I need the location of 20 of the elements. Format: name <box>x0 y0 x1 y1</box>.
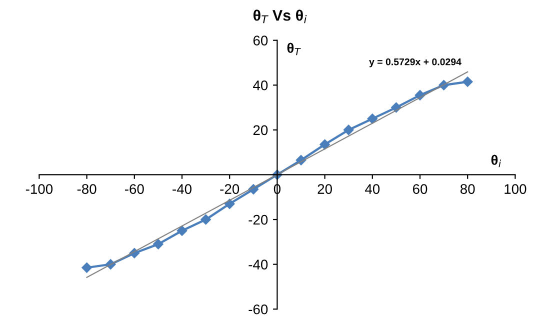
x-tick-label: 60 <box>412 184 428 194</box>
y-tick-label: -20 <box>248 214 268 225</box>
x-axis-title: θ$_{i}$ <box>491 154 502 168</box>
y-tick-label: -60 <box>248 304 268 314</box>
y-tick-label: -40 <box>248 260 268 270</box>
x-tick-label: 80 <box>460 184 475 194</box>
x-tick-label: -40 <box>172 184 192 194</box>
x-tick-label: -60 <box>124 184 144 194</box>
x-tick-label: -20 <box>220 184 240 194</box>
annotation: y = 0.5729x + 0.0294 <box>369 58 462 68</box>
x-tick-label: 100 <box>504 184 526 194</box>
y-axis-title: θ$_{T}$ <box>287 42 301 56</box>
y-tick-label: 40 <box>253 80 268 90</box>
x-tick-label: 40 <box>364 184 380 194</box>
y-tick-label: 20 <box>253 125 268 136</box>
x-tick-label: -100 <box>26 184 53 194</box>
x-tick-label: -80 <box>77 184 96 194</box>
chart-title: θ$_{T}$ Vs θ$_{i}$ <box>253 10 307 24</box>
x-tick-label: 20 <box>318 184 332 194</box>
y-tick-label: 60 <box>253 36 268 46</box>
